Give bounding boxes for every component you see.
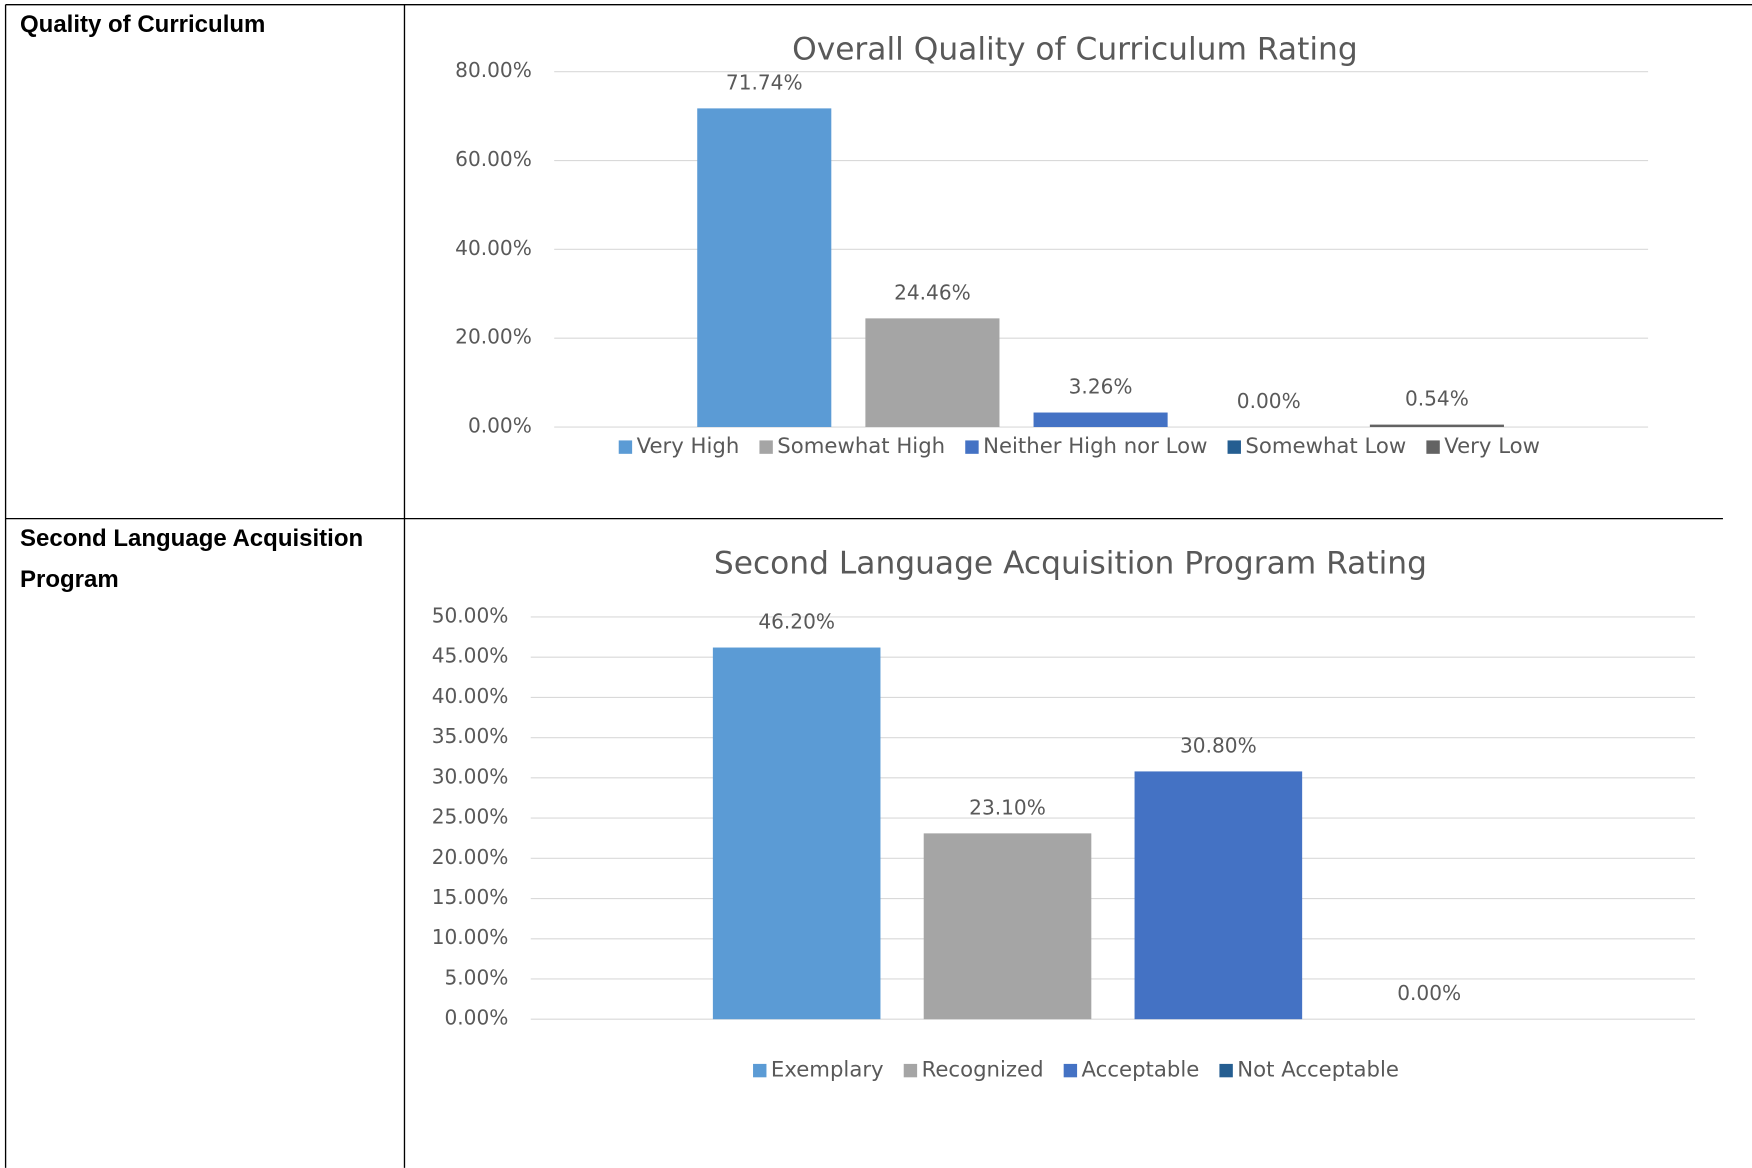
y-tick-label: 25.00% <box>432 805 509 829</box>
data-label: 30.80% <box>1180 733 1257 757</box>
y-tick-label: 35.00% <box>432 724 509 748</box>
chart-title: Second Language Acquisition Program Rati… <box>714 545 1427 581</box>
y-tick-label: 45.00% <box>432 644 509 668</box>
legend-label: Not Acceptable <box>1237 1058 1399 1083</box>
data-label: 0.54% <box>1405 387 1469 411</box>
bar <box>865 318 1000 428</box>
legend-swatch <box>1227 440 1241 454</box>
y-tick-label: 40.00% <box>432 684 509 708</box>
y-tick-label: 0.00% <box>445 1006 509 1030</box>
y-tick-label: 20.00% <box>455 325 532 349</box>
row-label: Second Language Acquisition Program <box>20 525 364 593</box>
legend-swatch <box>1219 1063 1233 1078</box>
y-tick-label: 15.00% <box>432 885 509 909</box>
legend-label: Somewhat High <box>777 434 945 459</box>
y-tick-label: 20.00% <box>432 845 509 869</box>
chart: Second Language Acquisition Program Rati… <box>432 545 1696 1083</box>
y-tick-label: 50.00% <box>432 603 509 627</box>
bar <box>697 108 832 428</box>
bar <box>923 833 1092 1020</box>
bar <box>1033 412 1168 428</box>
y-tick-label: 0.00% <box>468 414 532 438</box>
bar <box>1369 424 1504 428</box>
data-label: 0.00% <box>1237 389 1301 413</box>
data-label: 23.10% <box>969 795 1046 819</box>
chart: Overall Quality of Curriculum Rating 0.00… <box>455 31 1649 459</box>
y-tick-label: 10.00% <box>432 925 509 949</box>
legend-label: Very Low <box>1444 434 1540 459</box>
legend-swatch <box>618 440 633 454</box>
y-tick-label: 30.00% <box>432 764 509 788</box>
y-tick-label: 5.00% <box>445 965 509 989</box>
row-label: Quality of Curriculum <box>20 11 266 38</box>
legend-swatch <box>903 1063 918 1078</box>
data-label: 0.00% <box>1397 981 1461 1005</box>
legend: Exemplary Recognized Acceptable Not Accepta… <box>753 1058 1399 1083</box>
legend-label: Recognized <box>922 1058 1044 1083</box>
legend-label: Neither High nor Low <box>983 434 1207 459</box>
legend-swatch <box>753 1063 767 1078</box>
legend: Very High Somewhat High Neither High nor L… <box>618 434 1540 459</box>
legend-swatch <box>1426 440 1440 454</box>
legend-swatch <box>965 440 979 454</box>
y-tick-label: 80.00% <box>455 58 532 82</box>
legend-label: Exemplary <box>771 1058 884 1083</box>
chart-title: Overall Quality of Curriculum Rating <box>792 31 1358 67</box>
data-label: 24.46% <box>894 280 971 304</box>
bar <box>712 647 881 1020</box>
data-label: 46.20% <box>758 609 835 633</box>
legend-swatch <box>759 440 773 454</box>
legend-label: Very High <box>637 434 740 459</box>
data-label: 3.26% <box>1069 374 1133 398</box>
y-tick-label: 60.00% <box>455 147 532 171</box>
bar <box>1134 771 1303 1020</box>
table-borders <box>4 3 1752 1168</box>
legend-label: Acceptable <box>1082 1058 1200 1083</box>
legend-swatch <box>1063 1063 1078 1078</box>
legend-label: Somewhat Low <box>1245 434 1406 459</box>
y-tick-label: 40.00% <box>455 236 532 260</box>
data-label: 71.74% <box>726 70 803 94</box>
